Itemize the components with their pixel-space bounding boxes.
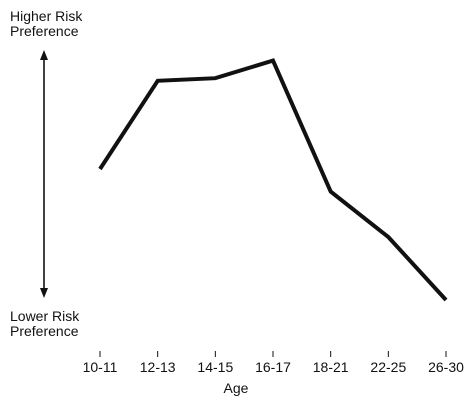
x-tick-label: 16-17 xyxy=(255,359,291,375)
x-tick-label: 26-30 xyxy=(428,359,464,375)
series-group xyxy=(98,58,448,302)
x-axis-title: Age xyxy=(223,380,249,396)
series-line xyxy=(98,58,448,302)
arrow-up-icon xyxy=(40,50,48,60)
x-tick-label: 22-25 xyxy=(370,359,406,375)
y-axis-top-label: Higher Risk Preference xyxy=(10,8,83,39)
x-tick-label: 10-11 xyxy=(83,359,118,375)
x-tick-label: 12-13 xyxy=(140,359,176,375)
arrow-down-icon xyxy=(40,288,48,298)
y-axis-bottom-label: Lower Risk Preference xyxy=(10,308,80,339)
x-tick-label: 18-21 xyxy=(313,359,349,375)
x-tick-label: 14-15 xyxy=(197,359,233,375)
x-axis-ticks: 10-11 12-13 14-15 16-17 18-21 22-25 26-30 xyxy=(83,351,464,375)
y-axis-double-arrow xyxy=(40,50,48,298)
